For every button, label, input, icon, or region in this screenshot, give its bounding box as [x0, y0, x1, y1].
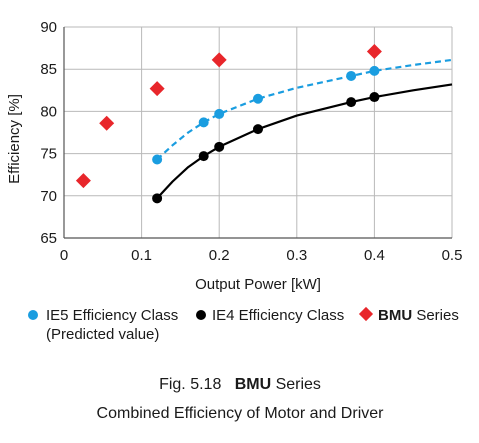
- ie4-trend-line: [156, 83, 453, 200]
- legend-bmu-bold: BMU: [378, 307, 412, 324]
- curve-layer: [156, 58, 453, 200]
- ie5-data-point: [253, 93, 263, 104]
- y-axis-title: Efficiency [%]: [6, 94, 23, 184]
- caption-fig-number: Fig. 5.18: [159, 376, 221, 393]
- legend-bmu-label: BMU Series: [378, 307, 459, 324]
- legend-bmu-marker: [358, 306, 374, 322]
- ie5-data-point: [346, 70, 357, 81]
- y-tick-label: 65: [40, 230, 57, 247]
- legend: IE5 Efficiency Class (Predicted value) I…: [28, 306, 459, 343]
- ie5-data-point: [152, 154, 163, 165]
- ie4-data-point: [152, 193, 163, 204]
- x-tick-label: 0.4: [364, 247, 385, 264]
- ie5-data-point: [198, 117, 209, 128]
- ie4-data-point: [253, 124, 263, 135]
- y-tick-label: 80: [40, 103, 57, 120]
- bmu-data-point: [366, 43, 382, 59]
- figure-caption-line1: Fig. 5.18 BMU Series: [159, 376, 321, 393]
- grid-layer: [63, 26, 453, 239]
- legend-bmu-rest: Series: [412, 307, 459, 324]
- x-tick-label: 0: [60, 247, 68, 264]
- legend-ie5-label: IE5 Efficiency Class: [46, 307, 178, 324]
- ie4-data-point: [346, 97, 357, 108]
- bmu-data-point: [75, 173, 91, 189]
- legend-ie4-label: IE4 Efficiency Class: [212, 307, 344, 324]
- y-tick-label: 75: [40, 146, 57, 163]
- x-tick-label: 0.1: [131, 247, 152, 264]
- tick-label-layer: 0 0.1 0.2 0.3 0.4 0.5 65 70 75 80 85 90: [40, 19, 462, 264]
- y-tick-label: 90: [40, 19, 57, 36]
- bmu-data-point: [211, 52, 227, 68]
- marker-layer: [75, 43, 382, 204]
- ie4-data-point: [369, 92, 380, 103]
- ie5-trend-line: [156, 58, 453, 161]
- legend-ie5-note: (Predicted value): [46, 326, 159, 343]
- x-tick-label: 0.3: [286, 247, 307, 264]
- ie4-data-point: [214, 141, 225, 152]
- x-tick-label: 0.5: [442, 247, 463, 264]
- caption-fig-bold: BMU: [235, 376, 271, 393]
- figure-caption-line2: Combined Efficiency of Motor and Driver: [97, 405, 385, 422]
- legend-ie4-marker: [196, 310, 206, 320]
- y-tick-label: 85: [40, 61, 57, 78]
- ie5-data-point: [214, 108, 225, 119]
- ie4-data-point: [198, 151, 209, 162]
- bmu-data-point: [99, 115, 115, 131]
- y-tick-label: 70: [40, 188, 57, 205]
- ie5-data-point: [369, 65, 380, 76]
- bmu-data-point: [149, 81, 165, 97]
- legend-ie5-marker: [28, 310, 38, 320]
- caption-fig-suffix: Series: [271, 376, 321, 393]
- x-tick-label: 0.2: [209, 247, 230, 264]
- x-axis-title: Output Power [kW]: [195, 276, 321, 293]
